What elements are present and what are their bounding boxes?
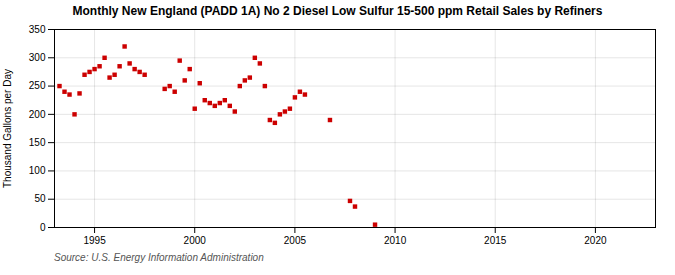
svg-text:100: 100 [29,165,46,176]
svg-text:2020: 2020 [584,235,607,246]
svg-text:1995: 1995 [83,235,106,246]
svg-text:2015: 2015 [484,235,507,246]
svg-text:Thousand Gallons per Day: Thousand Gallons per Day [2,69,13,188]
svg-text:250: 250 [29,80,46,91]
svg-text:2010: 2010 [384,235,407,246]
svg-text:0: 0 [40,222,46,233]
html-text:Monthly New England (PADD 1A): Monthly New England (PADD 1A) No 2 Diese… [72,4,603,18]
svg-text:50: 50 [34,193,46,204]
svg-text:200: 200 [29,109,46,120]
svg-text:2000: 2000 [184,235,207,246]
html-text:Source: U.S. Energy Informatio: Source: U.S. Energy Information Administ… [54,252,264,263]
svg-text:150: 150 [29,137,46,148]
svg-text:2005: 2005 [284,235,307,246]
svg-text:300: 300 [29,52,46,63]
svg-text:350: 350 [29,24,46,35]
